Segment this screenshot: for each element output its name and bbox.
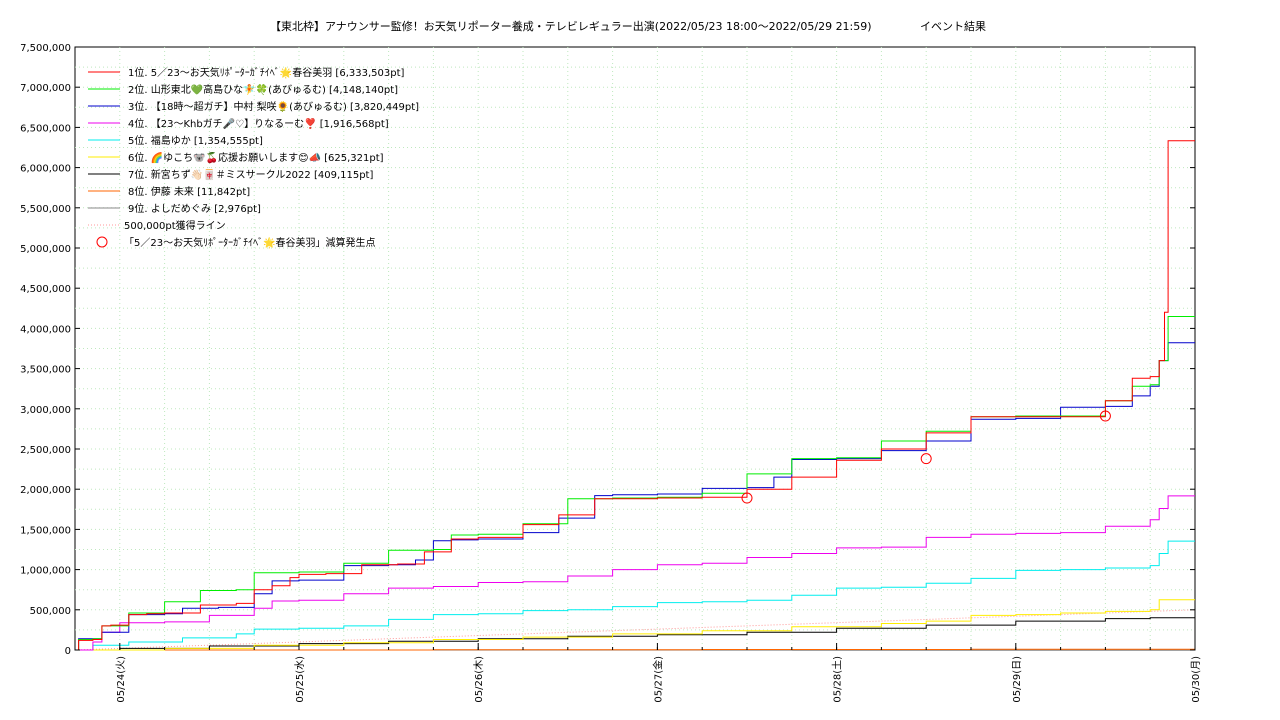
x-tick-label: 05/28(土) bbox=[831, 656, 844, 703]
legend-label: 6位. 🌈ゆこち🐨🍒応援お願いします😊📣 [625,321pt] bbox=[128, 151, 384, 164]
grid bbox=[75, 47, 1195, 650]
y-tick-label: 5,500,000 bbox=[20, 204, 71, 215]
x-axis: 05/24(火) 05/25(水) 05/26(木) 05/27(金) 05/28(土)… bbox=[74, 643, 1202, 703]
reference-line-path bbox=[74, 609, 1196, 651]
legend-swatch bbox=[96, 236, 108, 248]
series-line bbox=[75, 495, 1195, 651]
series-line bbox=[75, 617, 1196, 651]
y-tick-label: 500,000 bbox=[30, 606, 71, 617]
legend: 1位. 5／23～お天気ﾘﾎﾟｰﾀｰｶﾞﾁｲﾍﾞ🌟春谷美羽 [6,333,503… bbox=[88, 66, 419, 249]
chart-subtitle: イベント結果 bbox=[920, 19, 986, 33]
x-tick-label: 05/26(木) bbox=[473, 656, 485, 703]
chart-title: 【東北枠】アナウンサー監修！お天気リポーター養成・テレビレギュラー出演(2022… bbox=[270, 19, 872, 33]
legend-label: 8位. 伊藤 未来 [11,842pt] bbox=[128, 185, 250, 198]
legend-label: 4位. 【23～Khbガチ🎤♡】りなるーむ❣️ [1,916,568pt] bbox=[128, 117, 389, 130]
series-line bbox=[75, 599, 1195, 651]
y-tick-label: 1,000,000 bbox=[20, 566, 71, 577]
y-tick-label: 7,500,000 bbox=[20, 43, 71, 54]
x-tick-label: 05/29(日) bbox=[1012, 656, 1023, 703]
legend-label: 2位. 山形東北💚高島ひな🧚🍀(あびゅるむ) [4,148,140pt] bbox=[128, 83, 398, 96]
legend-label: 1位. 5／23～お天気ﾘﾎﾟｰﾀｰｶﾞﾁｲﾍﾞ🌟春谷美羽 [6,333,503… bbox=[128, 66, 404, 79]
y-axis: 0 500,000 1,000,000 1,500,000 2,000,000 2,500… bbox=[20, 43, 1195, 657]
marker-point bbox=[1099, 410, 1111, 422]
series-line bbox=[75, 316, 1195, 651]
y-tick-label: 6,500,000 bbox=[20, 123, 71, 134]
y-tick-label: 2,500,000 bbox=[20, 445, 71, 456]
marker-group bbox=[741, 410, 1111, 504]
legend-label: 5位. 福島ゆか [1,354,555pt] bbox=[128, 134, 263, 147]
legend-label: 500,000pt獲得ライン bbox=[124, 219, 226, 232]
x-tick-label: 05/30(月) bbox=[1190, 656, 1202, 703]
series-group bbox=[75, 140, 1196, 651]
y-tick-label: 4,500,000 bbox=[20, 284, 71, 295]
legend-label: 7位. 新宮ちず👋🏻🀄＃ミスサークル2022 [409,115pt] bbox=[128, 168, 373, 181]
x-tick-label: 05/24(火) bbox=[115, 656, 127, 703]
series-line bbox=[75, 140, 1195, 651]
x-tick-label: 05/27(金) bbox=[651, 656, 664, 703]
y-tick-label: 3,000,000 bbox=[20, 405, 71, 416]
y-tick-label: 2,000,000 bbox=[20, 485, 71, 496]
y-tick-label: 4,000,000 bbox=[20, 324, 71, 335]
marker-point bbox=[920, 453, 932, 465]
legend-label: 9位. よしだめぐみ [2,976pt] bbox=[128, 202, 261, 215]
y-tick-label: 6,000,000 bbox=[20, 164, 71, 175]
series-line bbox=[75, 540, 1195, 651]
y-tick-label: 5,000,000 bbox=[20, 244, 71, 255]
legend-label: 3位. 【18時～超ガチ】中村 梨咲🌻(あびゅるむ) [3,820,449pt] bbox=[128, 100, 419, 113]
y-tick-label: 3,500,000 bbox=[20, 365, 71, 376]
marker-point bbox=[741, 492, 753, 504]
y-tick-label: 1,500,000 bbox=[20, 525, 71, 536]
x-tick-label: 05/25(水) bbox=[294, 656, 306, 703]
reference-line bbox=[74, 609, 1196, 651]
legend-label: 「5／23～お天気ﾘﾎﾟｰﾀｰｶﾞﾁｲﾍﾞ🌟春谷美羽」減算発生点 bbox=[124, 236, 376, 249]
y-tick-label: 0 bbox=[65, 646, 71, 657]
y-tick-label: 7,000,000 bbox=[20, 83, 71, 94]
